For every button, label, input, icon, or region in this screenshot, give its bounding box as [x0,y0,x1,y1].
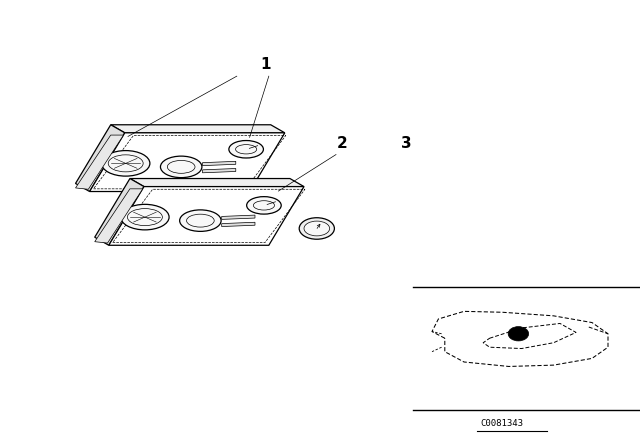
Polygon shape [202,161,236,166]
Text: 2: 2 [337,136,348,151]
Text: 3: 3 [401,136,412,151]
Polygon shape [95,178,144,246]
Polygon shape [76,125,125,192]
Ellipse shape [161,156,202,177]
Ellipse shape [102,151,150,176]
Polygon shape [95,189,143,243]
Polygon shape [221,215,255,220]
Polygon shape [109,186,304,246]
Text: 1: 1 [260,57,271,73]
Polygon shape [90,133,285,192]
Ellipse shape [229,141,264,158]
Polygon shape [221,222,255,227]
Polygon shape [111,125,285,133]
Polygon shape [202,168,236,173]
Ellipse shape [180,210,221,231]
Polygon shape [130,178,304,186]
Polygon shape [76,135,124,189]
Text: C0081343: C0081343 [480,419,523,428]
Ellipse shape [246,197,281,214]
Ellipse shape [304,221,330,236]
Circle shape [508,327,529,341]
Ellipse shape [121,204,169,230]
Ellipse shape [300,218,335,239]
